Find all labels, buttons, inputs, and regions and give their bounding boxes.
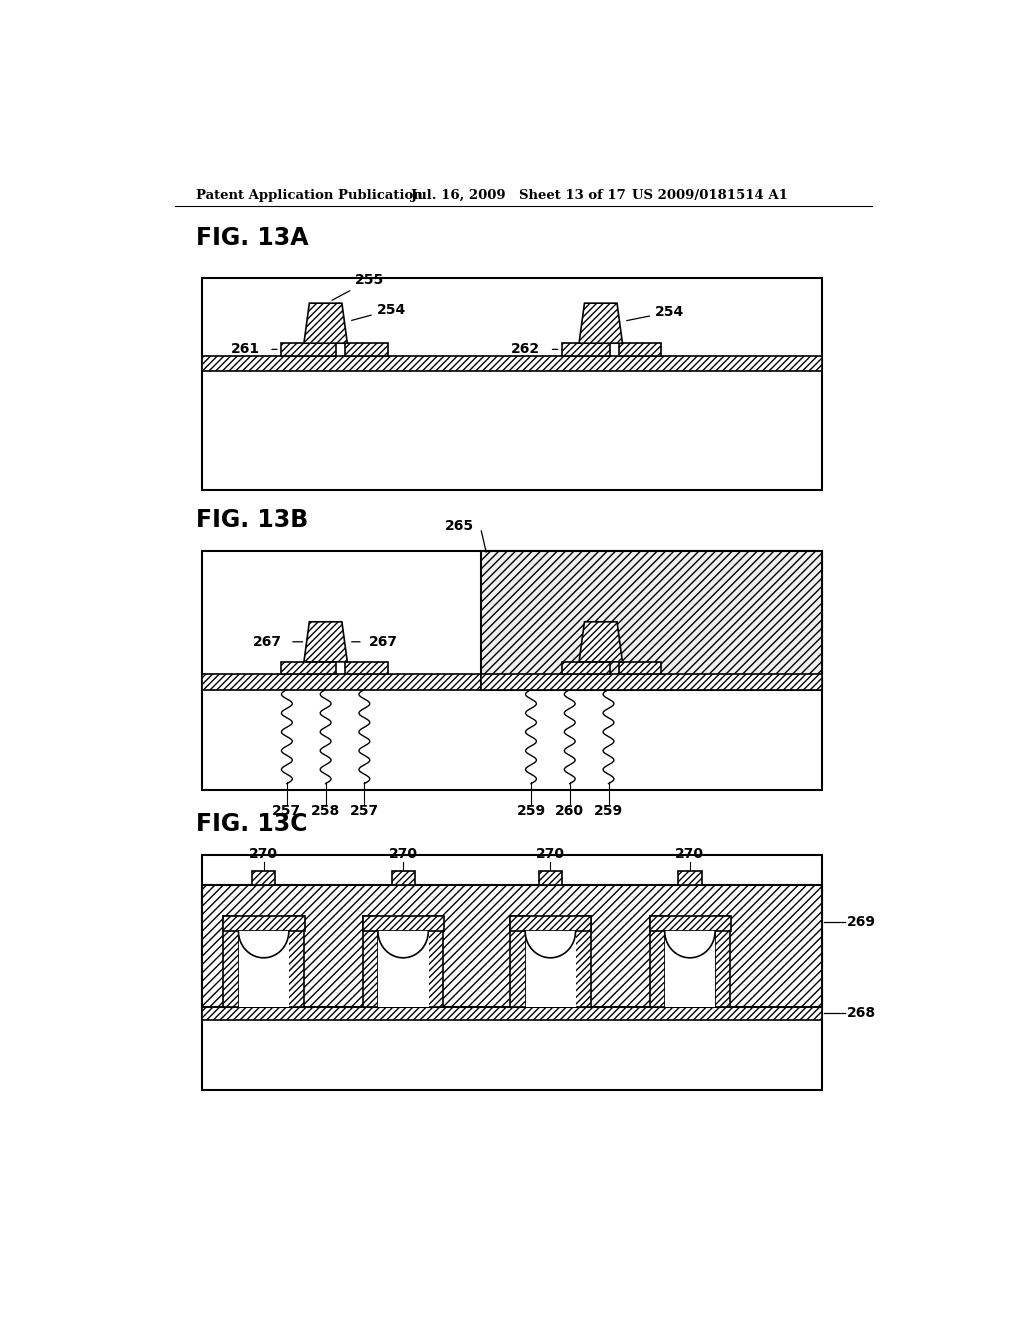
Polygon shape xyxy=(579,622,623,661)
Text: 254: 254 xyxy=(351,302,407,321)
Bar xyxy=(239,931,289,1007)
Bar xyxy=(202,552,821,789)
Bar xyxy=(202,855,821,1090)
Text: 254: 254 xyxy=(627,305,684,321)
Bar xyxy=(252,871,275,886)
Bar xyxy=(223,916,239,1007)
Text: 260: 260 xyxy=(555,804,585,818)
Bar xyxy=(539,871,562,886)
Bar xyxy=(345,661,388,675)
Polygon shape xyxy=(579,304,623,343)
Text: 270: 270 xyxy=(389,847,418,862)
Bar xyxy=(480,675,821,689)
Bar xyxy=(378,931,429,1007)
Polygon shape xyxy=(304,304,347,343)
Bar xyxy=(282,343,336,355)
Bar xyxy=(562,343,610,355)
Text: Patent Application Publication: Patent Application Publication xyxy=(197,189,423,202)
Text: 261: 261 xyxy=(230,342,260,356)
Bar xyxy=(480,552,821,689)
Bar xyxy=(618,661,662,675)
Text: 259: 259 xyxy=(516,804,546,818)
Bar xyxy=(428,916,443,1007)
Text: FIG. 13A: FIG. 13A xyxy=(197,226,308,249)
Text: US 2009/0181514 A1: US 2009/0181514 A1 xyxy=(632,189,787,202)
Text: 262: 262 xyxy=(511,342,541,356)
Bar xyxy=(575,916,591,1007)
Bar xyxy=(289,916,304,1007)
Bar xyxy=(362,916,444,931)
Bar xyxy=(202,355,821,371)
Bar xyxy=(649,916,665,1007)
Bar xyxy=(282,661,336,675)
Bar xyxy=(510,916,525,1007)
Text: 258: 258 xyxy=(311,804,340,818)
Text: 270: 270 xyxy=(676,847,705,862)
Bar xyxy=(525,931,575,1007)
Text: FIG. 13B: FIG. 13B xyxy=(197,508,308,532)
Bar xyxy=(202,1007,821,1019)
Text: 265: 265 xyxy=(445,520,474,533)
Polygon shape xyxy=(304,622,347,661)
Text: 268: 268 xyxy=(847,1006,877,1020)
Bar xyxy=(202,277,821,490)
Bar xyxy=(678,871,701,886)
Text: 259: 259 xyxy=(594,804,623,818)
Bar xyxy=(715,916,730,1007)
Text: 257: 257 xyxy=(272,804,301,818)
Bar xyxy=(562,661,610,675)
Text: Jul. 16, 2009: Jul. 16, 2009 xyxy=(411,189,506,202)
Text: 267: 267 xyxy=(253,635,283,649)
Text: FIG. 13C: FIG. 13C xyxy=(197,812,307,837)
Bar xyxy=(202,675,821,689)
Bar xyxy=(665,931,716,1007)
Text: 257: 257 xyxy=(350,804,379,818)
Text: 270: 270 xyxy=(536,847,565,862)
Bar xyxy=(510,916,592,931)
Bar xyxy=(362,916,378,1007)
Bar xyxy=(391,871,415,886)
Bar xyxy=(223,916,305,931)
Bar xyxy=(202,886,821,1007)
Bar xyxy=(649,916,731,931)
Text: 270: 270 xyxy=(249,847,279,862)
Bar xyxy=(345,343,388,355)
Bar xyxy=(618,343,662,355)
Text: Sheet 13 of 17: Sheet 13 of 17 xyxy=(519,189,626,202)
Text: 255: 255 xyxy=(332,273,384,301)
Text: 267: 267 xyxy=(369,635,398,649)
Text: 269: 269 xyxy=(847,915,877,929)
